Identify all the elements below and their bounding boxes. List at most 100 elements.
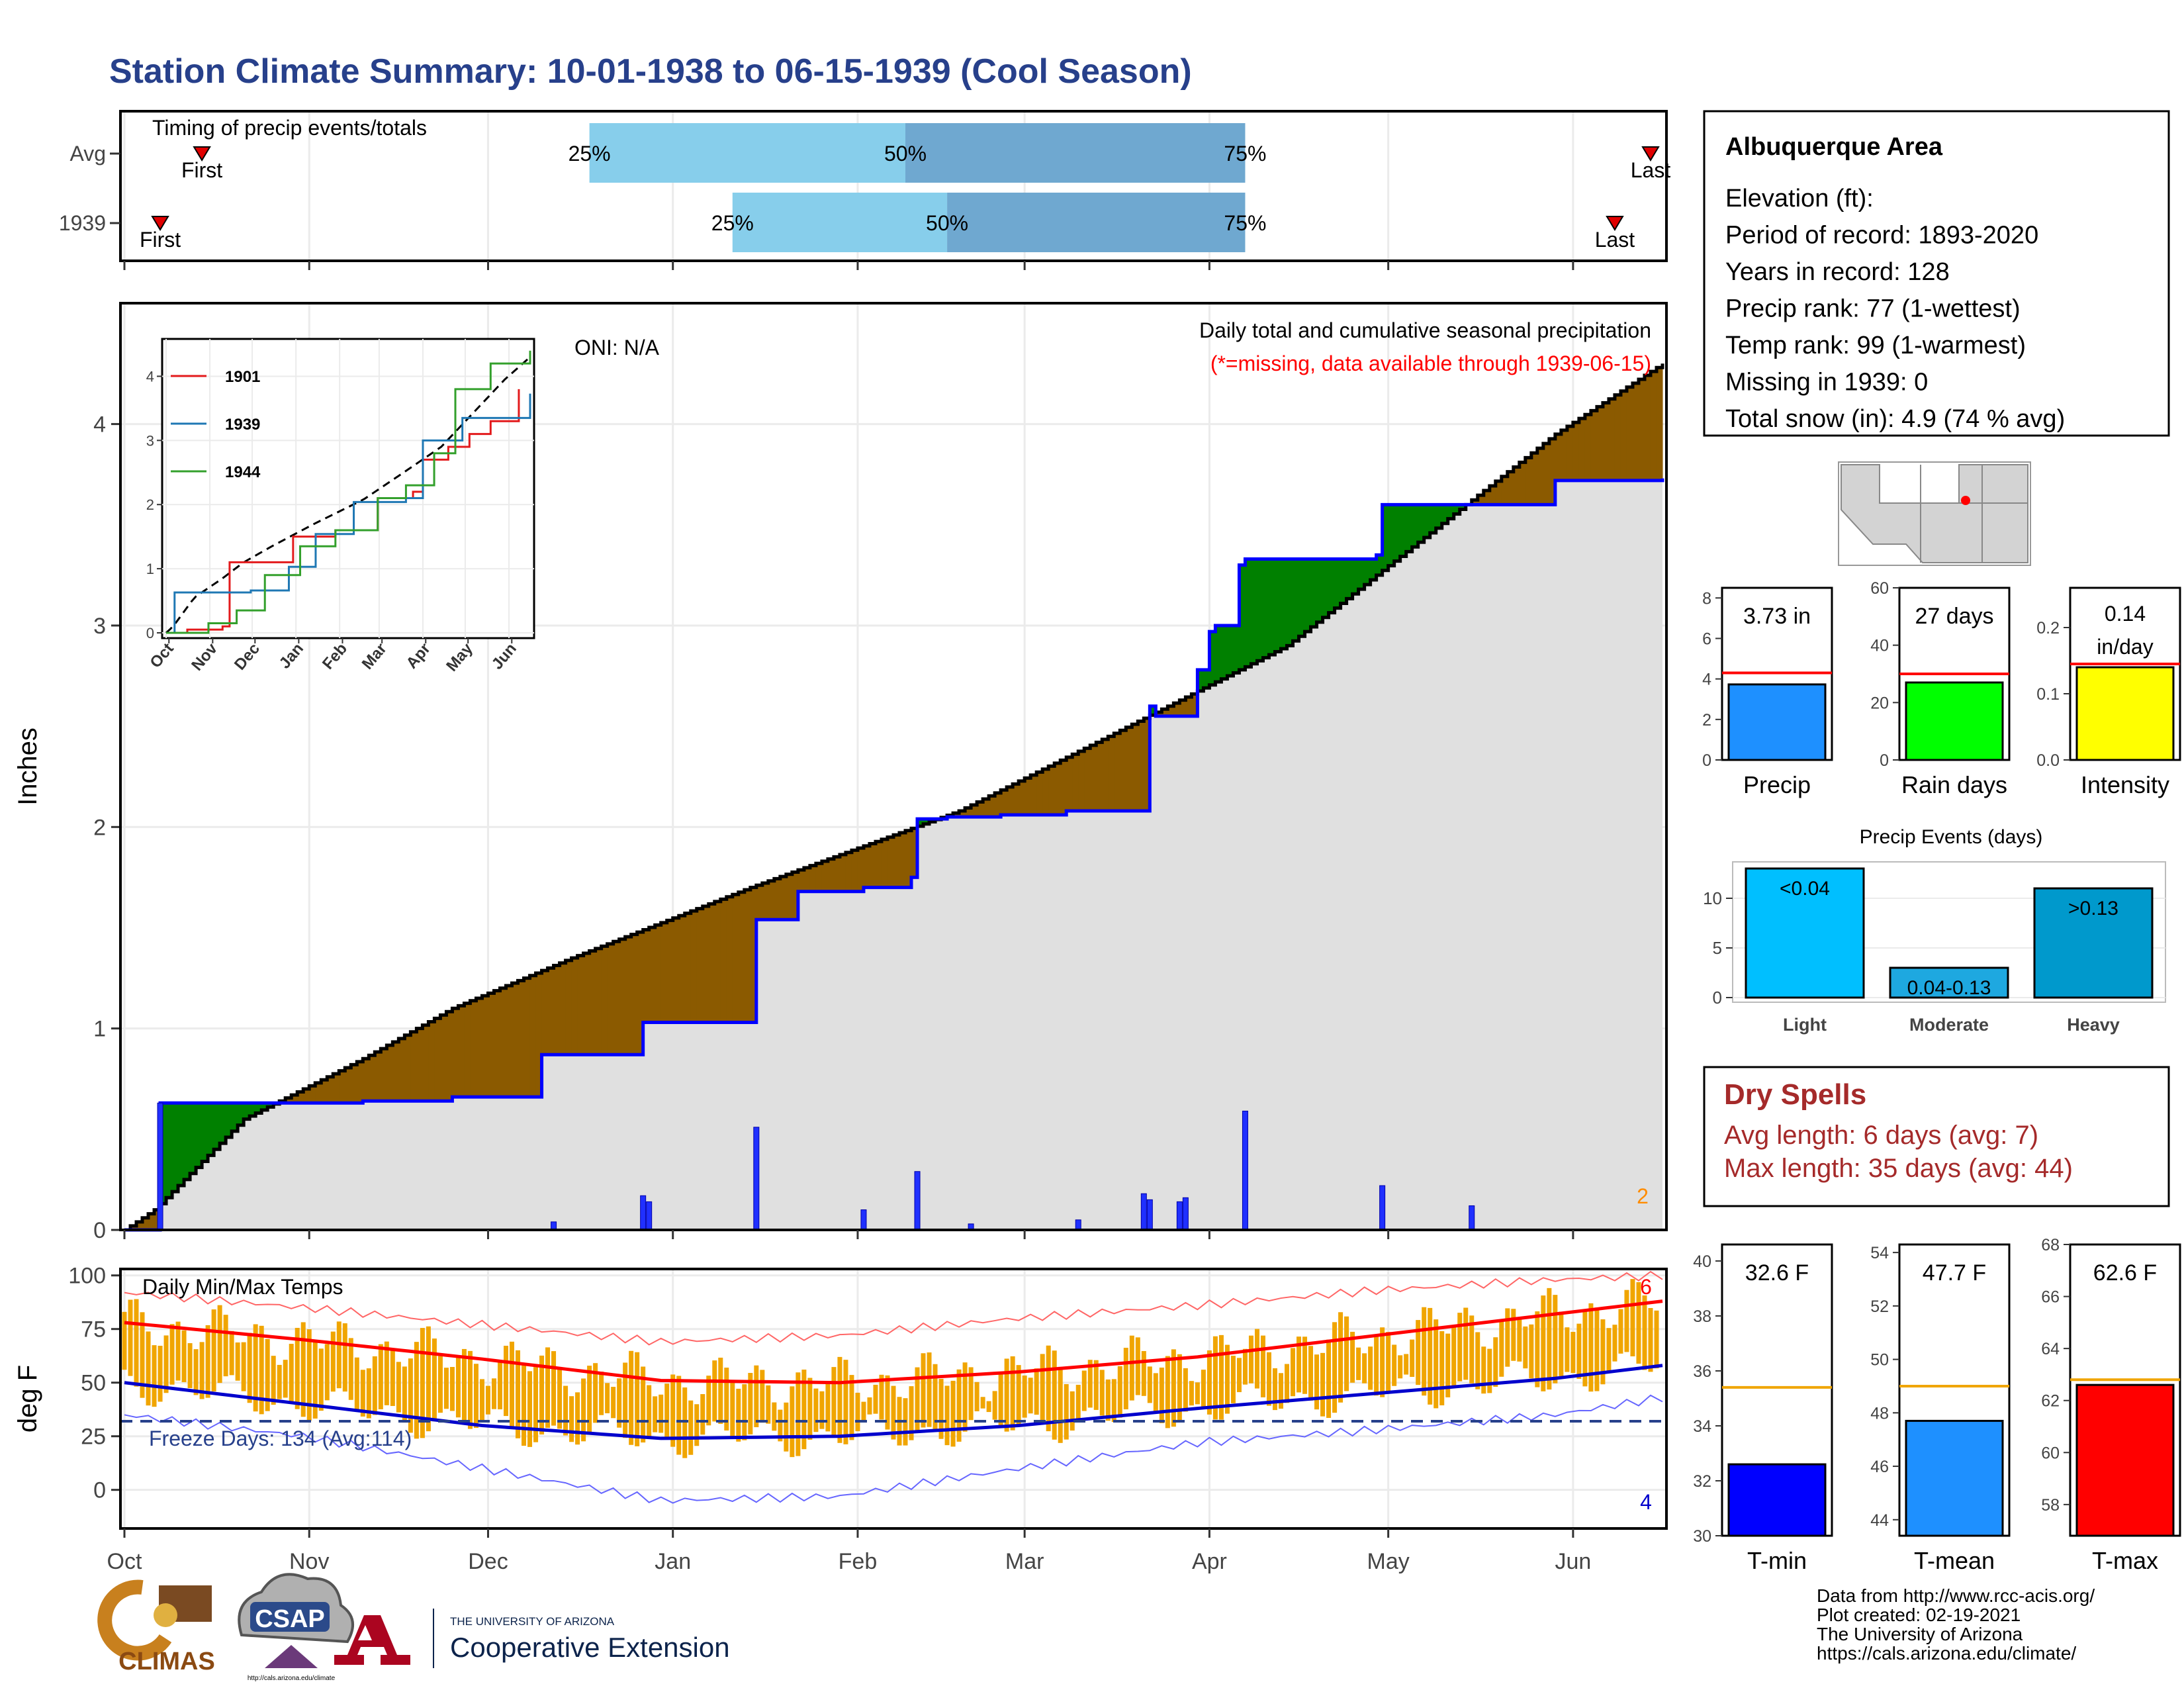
precip-difference-area [553,965,561,1055]
precip-difference-area [494,990,500,1098]
precip-difference-area [1322,559,1330,618]
precip-difference-area [1042,769,1049,816]
precip-difference-area [381,1049,387,1102]
station-info-line: Missing in 1939: 0 [1725,369,1928,397]
precip-difference-area [577,955,584,1055]
precip-difference-area [1537,448,1544,505]
daily-temp-bar [1087,1360,1093,1408]
precip-difference-area [607,943,614,1055]
daily-temp-bar [599,1372,604,1415]
daily-temp-bar [295,1327,300,1409]
rain-days-chart: 0 20 40 60 27 days Rain days [1870,579,2011,798]
avg-first-label: First [181,158,222,182]
summary-value-unit: in/day [2097,635,2153,659]
summary-ytick-label: 52 [1870,1297,1889,1316]
precip-difference-area [1054,763,1061,816]
precip-difference-area [1382,504,1389,571]
csap-url: http://cals.arizona.edu/climate [248,1675,336,1682]
precip-difference-area [720,899,727,1023]
daily-temp-bar [1147,1366,1152,1403]
precip-difference-area [512,983,519,1098]
precip-difference-area [1257,559,1263,661]
precip-difference-area [732,894,739,1023]
daily-temp-bar [927,1352,932,1427]
month-label: Mar [1005,1549,1044,1574]
daily-temp-bar [790,1386,795,1458]
daily-precip-bar [640,1195,647,1231]
daily-temp-bar [778,1409,783,1442]
station-info-line: Total snow (in): 4.9 (74 % avg) [1725,405,2065,433]
daily-temp-bar [623,1362,628,1438]
precip-difference-area [1340,559,1347,604]
precip-difference-area [1567,426,1574,481]
precip-difference-area [434,1018,441,1102]
daily-temp-bar [1463,1307,1469,1380]
precip-difference-area [1239,565,1246,670]
precip-difference-area [1376,555,1383,575]
precip-difference-area [190,1103,197,1174]
daily-temp-bar [1517,1318,1522,1362]
temp-panel-label: Daily Min/Max Temps [142,1275,343,1299]
daily-temp-bar [605,1383,610,1413]
inset-legend-label: 1939 [225,416,260,434]
precip-difference-area [523,978,531,1098]
precip-difference-area [1477,495,1484,505]
precip-difference-area [172,1103,179,1192]
daily-temp-bar [1201,1370,1206,1409]
precip-difference-area [821,861,829,892]
daily-temp-bar [432,1338,437,1422]
precip-difference-area [1626,387,1633,481]
daily-temp-bar [772,1402,777,1431]
summary-name: Intensity [2081,771,2169,798]
precip-difference-area [1072,754,1079,811]
precip-difference-area [1108,736,1115,811]
daily-temp-bar [527,1371,533,1447]
daily-temp-bar [1422,1307,1427,1396]
year-first-marker: First [140,216,181,252]
daily-temp-bar [306,1329,312,1421]
daily-temp-bar [909,1386,914,1440]
precip-difference-area [786,874,793,920]
daily-temp-bar [831,1367,837,1438]
inset-ytick-label: 1 [146,561,154,577]
station-info-line: Precip rank: 77 (1-wettest) [1725,295,2021,323]
daily-temp-bar [199,1342,205,1399]
daily-temp-bar [784,1402,789,1452]
daily-temp-bar [1195,1382,1200,1405]
intensity-chart: 0.0 0.1 0.2 0.14 in/day Intensity [2036,586,2181,798]
summary-ytick-label: 34 [1693,1417,1711,1436]
daily-temp-bar [575,1392,580,1445]
precip-difference-area [160,1103,167,1204]
precip-difference-area [881,839,888,888]
summary-ytick-label: 60 [2041,1444,2060,1462]
summary-value-label: 32.6 F [1745,1260,1809,1286]
daily-temp-bar [372,1356,377,1415]
precip-difference-area [291,1095,298,1103]
avg-last-marker: Last [1631,146,1670,182]
daily-temp-bar [1320,1352,1326,1417]
precip-difference-area [905,830,912,888]
summary-ytick-label: 50 [1870,1351,1889,1370]
precip-difference-area [303,1088,310,1103]
precip-difference-area [649,927,656,1023]
precip-ytick-label: 0 [93,1218,106,1243]
precip-difference-area [827,859,835,892]
oni-label: ONI: N/A [574,336,660,359]
summary-ytick-label: 36 [1693,1362,1711,1381]
precip-difference-area [1316,559,1324,622]
summary-bar [1727,1463,1827,1537]
daily-temp-bar [1368,1346,1373,1390]
daily-temp-bar [921,1353,926,1428]
daily-temp-bar [1511,1309,1516,1361]
record-min-line [124,1394,1663,1504]
daily-temp-bar [497,1361,502,1410]
daily-temp-bar [1218,1335,1224,1420]
precip-difference-area [768,880,775,920]
daily-temp-bar [837,1356,842,1443]
precip-ytick-label: 1 [93,1017,106,1042]
summary-value-label: 62.6 F [2093,1260,2157,1286]
daily-temp-bar [455,1357,461,1418]
precip-difference-area [1287,559,1294,646]
credit-line: https://cals.arizona.edu/climate/ [1817,1643,2076,1664]
daily-temp-bar [641,1366,646,1443]
